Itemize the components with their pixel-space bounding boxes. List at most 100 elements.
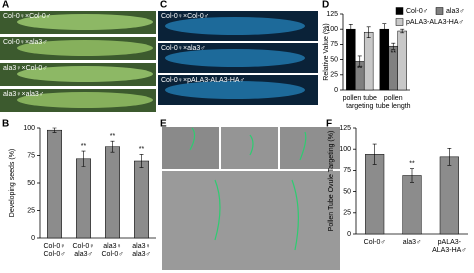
- y-tick-label: 75: [330, 41, 338, 48]
- legend-label: ala3♂: [446, 8, 464, 15]
- image-label: Col-0♀×Col-0♂: [161, 13, 209, 20]
- panel-letter: D: [322, 0, 329, 11]
- x-tick-label: Col-0♂: [44, 251, 66, 258]
- image-label: Col-0♀×Col-0♂: [3, 13, 51, 20]
- y-tick-label: 0: [31, 235, 35, 242]
- silique: [17, 40, 153, 56]
- x-tick-label: ala3♀: [103, 243, 121, 250]
- x-tick-label: Col-0♂: [102, 251, 124, 258]
- bar: [397, 30, 407, 91]
- x-tick-label: pollen: [384, 95, 403, 102]
- y-tick-label: 25: [343, 210, 351, 217]
- error-bar: [372, 143, 377, 165]
- bar: [363, 31, 374, 91]
- silique: [17, 92, 153, 108]
- panel-letter: B: [2, 119, 9, 130]
- x-tick-label: ala3♀: [132, 243, 150, 250]
- y-tick-label: 25: [330, 72, 338, 79]
- image-label: Col-0♀×ala3♂: [3, 39, 48, 46]
- x-tick-label: Col-0♀: [73, 243, 95, 250]
- error-bar: [391, 42, 396, 50]
- legend-swatch: [435, 7, 444, 15]
- silique: [17, 14, 153, 30]
- y-axis-label: Pollen Tube Ovule Targeting (%): [328, 131, 335, 232]
- bar: [402, 175, 422, 235]
- panel-e-images: [162, 127, 340, 270]
- bar: [439, 156, 459, 235]
- bar: [346, 28, 356, 91]
- legend-swatch: [395, 18, 404, 26]
- image-label: Col-0♀×pALA3-ALA3-HA♂: [161, 77, 245, 84]
- x-tick-label: Col-0♀: [44, 243, 66, 250]
- error-bar: [447, 148, 452, 166]
- bar: [134, 160, 149, 239]
- sem-image: [280, 127, 340, 169]
- x-tick-label: ala3♂: [74, 251, 92, 258]
- y-tick-label: 25: [27, 207, 35, 214]
- error-bar: [110, 140, 115, 153]
- significance-label: **: [139, 146, 145, 153]
- y-tick-label: 75: [343, 167, 351, 174]
- bar: [47, 129, 62, 239]
- image-label: ala3♀×ala3♂: [3, 91, 44, 98]
- sem-image: [162, 171, 340, 270]
- y-tick-label: 50: [343, 188, 351, 195]
- panel-c-images: [158, 11, 318, 105]
- y-tick-label: 125: [326, 11, 338, 18]
- significance-label: **: [81, 143, 87, 150]
- sem-image: [221, 127, 278, 169]
- error-bar: [139, 154, 144, 168]
- pistil: [165, 17, 305, 35]
- bar: [105, 146, 120, 239]
- x-tick-label: tube length: [376, 103, 411, 110]
- error-bar: [357, 55, 362, 68]
- x-tick-label: pALA3-: [438, 239, 462, 246]
- significance-label: **: [391, 50, 397, 57]
- x-tick-label: Col-0♂: [364, 239, 386, 246]
- pollen-tube-trace: [189, 127, 307, 251]
- y-axis-label: Relative Value (%): [323, 23, 330, 80]
- y-tick-label: 100: [326, 26, 338, 33]
- y-tick-label: 50: [27, 180, 35, 187]
- legend-swatch: [395, 7, 404, 15]
- legend-label: Col-0♂: [406, 8, 428, 15]
- y-axis-label: Developing seeds (%): [9, 149, 16, 217]
- pistil: [165, 49, 305, 67]
- y-tick-label: 125: [339, 125, 351, 132]
- error-bar: [400, 28, 405, 34]
- y-tick-label: 50: [330, 56, 338, 63]
- error-bar: [81, 150, 86, 167]
- pistil: [165, 81, 305, 99]
- significance-label: **: [357, 65, 363, 72]
- y-tick-label: 0: [347, 231, 351, 238]
- error-bar: [382, 23, 387, 35]
- bar: [379, 28, 390, 91]
- x-tick-label: ala3♂: [132, 251, 150, 258]
- panel-letter: A: [2, 0, 9, 11]
- panel-a-images: [0, 11, 156, 112]
- image-label: ala3♀×Col-0♂: [3, 65, 48, 72]
- significance-label: **: [110, 133, 116, 140]
- x-tick-label: targeting: [346, 103, 373, 110]
- x-tick-label: ALA3-HA♂: [432, 247, 466, 254]
- y-tick-label: 0: [334, 87, 338, 94]
- error-bar: [366, 26, 371, 39]
- y-tick-label: 100: [23, 125, 35, 132]
- image-label: Col-0♀×ala3♂: [161, 45, 206, 52]
- bar: [76, 158, 91, 239]
- panel-letter: F: [326, 119, 332, 130]
- error-bar: [348, 24, 353, 35]
- error-bar: [410, 168, 414, 183]
- x-tick-label: pollen tube: [343, 95, 377, 102]
- y-tick-label: 75: [27, 152, 35, 159]
- bar: [365, 154, 385, 235]
- x-tick-label: ala3♂: [403, 239, 421, 246]
- panel-letter: E: [160, 119, 167, 130]
- panel-letter: C: [160, 0, 167, 11]
- error-bar: [52, 127, 57, 133]
- silique: [17, 66, 153, 82]
- significance-label: **: [409, 161, 415, 168]
- y-tick-label: 100: [339, 146, 351, 153]
